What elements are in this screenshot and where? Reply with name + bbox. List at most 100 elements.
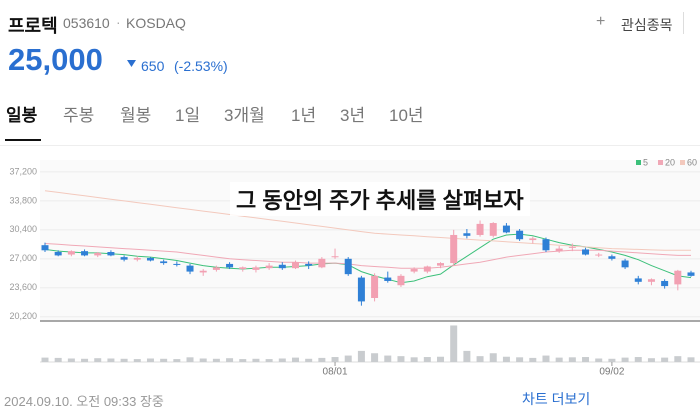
tab[interactable]: 1년 xyxy=(291,106,317,125)
candle-body xyxy=(291,262,299,269)
tab[interactable]: 1일 xyxy=(175,106,201,125)
tab[interactable]: 주봉 xyxy=(63,106,95,125)
candle-body xyxy=(120,257,128,260)
stock-code: 053610 xyxy=(63,15,110,31)
volume-bar xyxy=(226,358,234,362)
volume-bar xyxy=(674,356,682,362)
volume-bar xyxy=(265,359,273,362)
candle-body xyxy=(212,267,220,270)
tab[interactable]: 3개월 xyxy=(224,106,265,125)
candle-body xyxy=(160,261,168,264)
more-link[interactable]: 차트 더보기 xyxy=(522,391,591,407)
legend-label: 5 xyxy=(643,157,648,167)
moving-average xyxy=(44,190,691,251)
price: 25,000 xyxy=(8,42,103,77)
candle-body xyxy=(529,238,537,241)
volume-bar xyxy=(463,350,471,362)
watch-button[interactable]: 관심종목 xyxy=(621,17,673,33)
change: 650 xyxy=(141,58,165,74)
y-tick-label: 37,200 xyxy=(9,166,37,176)
volume-bar xyxy=(582,357,590,362)
candle-body xyxy=(595,254,603,256)
candle-body xyxy=(661,280,669,287)
candle-body xyxy=(344,258,352,275)
candle-body xyxy=(331,256,339,258)
volume-bar xyxy=(173,359,181,362)
tab[interactable]: 10년 xyxy=(389,106,424,125)
y-tick-label: 20,200 xyxy=(9,311,37,321)
down-arrow xyxy=(127,60,136,67)
volume-bar xyxy=(450,325,458,362)
volume-bar xyxy=(647,358,655,362)
candle-body xyxy=(371,275,379,298)
candle-body xyxy=(226,263,234,268)
volume-bar xyxy=(529,357,537,362)
volume-bar xyxy=(621,357,629,362)
volume-bar xyxy=(489,353,497,362)
candle-body xyxy=(133,257,141,260)
volume-bar xyxy=(94,358,102,362)
y-tick-label: 27,000 xyxy=(9,253,37,263)
candle-body xyxy=(318,258,326,268)
y-tick-label: 30,400 xyxy=(9,224,37,234)
candle-body xyxy=(582,249,590,255)
volume-bar xyxy=(54,357,62,362)
candle-body xyxy=(173,263,181,265)
candle-body xyxy=(555,248,563,252)
volume-bar xyxy=(397,356,405,362)
volume-bar xyxy=(81,358,89,362)
volume-bar xyxy=(595,358,603,362)
candle-body xyxy=(265,265,273,269)
volume-bar xyxy=(410,357,418,362)
volume-bar xyxy=(212,358,220,362)
candle-body xyxy=(608,256,616,259)
candle-body xyxy=(67,251,75,255)
candle-body xyxy=(502,225,510,233)
tab[interactable]: 일봉 xyxy=(6,106,38,125)
candle-body xyxy=(41,245,49,251)
volume-bar xyxy=(476,356,484,362)
legend-label: 20 xyxy=(665,157,675,167)
volume-bar xyxy=(568,357,576,362)
volume-bar xyxy=(542,355,550,362)
volume-bar xyxy=(252,358,260,362)
separator: · xyxy=(116,14,121,30)
stock-name: 프로텍 xyxy=(8,16,58,36)
candle-body xyxy=(647,279,655,282)
tab-underline xyxy=(5,139,41,141)
candle-body xyxy=(357,277,365,302)
candle-body xyxy=(81,251,89,256)
volume-bar xyxy=(291,357,299,362)
candle-body xyxy=(239,267,247,270)
candle-body xyxy=(568,246,576,248)
candle-body xyxy=(450,234,458,264)
y-tick-label: 33,800 xyxy=(9,195,37,205)
legend-swatch xyxy=(636,160,641,165)
volume-bar xyxy=(371,353,379,362)
volume-bar xyxy=(120,358,128,362)
candle-body xyxy=(489,223,497,236)
tab[interactable]: 월봉 xyxy=(120,106,152,125)
volume-bar xyxy=(278,358,286,362)
volume-bar xyxy=(41,357,49,362)
volume-bar xyxy=(384,355,392,362)
volume-bar xyxy=(555,357,563,362)
divider xyxy=(683,12,684,34)
candle-body xyxy=(463,233,471,236)
volume-bar xyxy=(186,357,194,362)
candle-body xyxy=(94,252,102,256)
candle-body xyxy=(278,264,286,269)
candle-body xyxy=(186,265,194,272)
volume-bar xyxy=(199,358,207,362)
volume-bar xyxy=(516,357,524,362)
volume-bar xyxy=(160,358,168,362)
volume-bar xyxy=(331,357,339,362)
plus-icon[interactable]: + xyxy=(596,13,606,30)
candle-body xyxy=(542,239,550,251)
candle-body xyxy=(634,278,642,282)
volume-bar xyxy=(423,357,431,362)
tab[interactable]: 3년 xyxy=(340,106,366,125)
candle-body xyxy=(423,266,431,272)
candle-body xyxy=(621,260,629,268)
volume-bar xyxy=(344,355,352,362)
